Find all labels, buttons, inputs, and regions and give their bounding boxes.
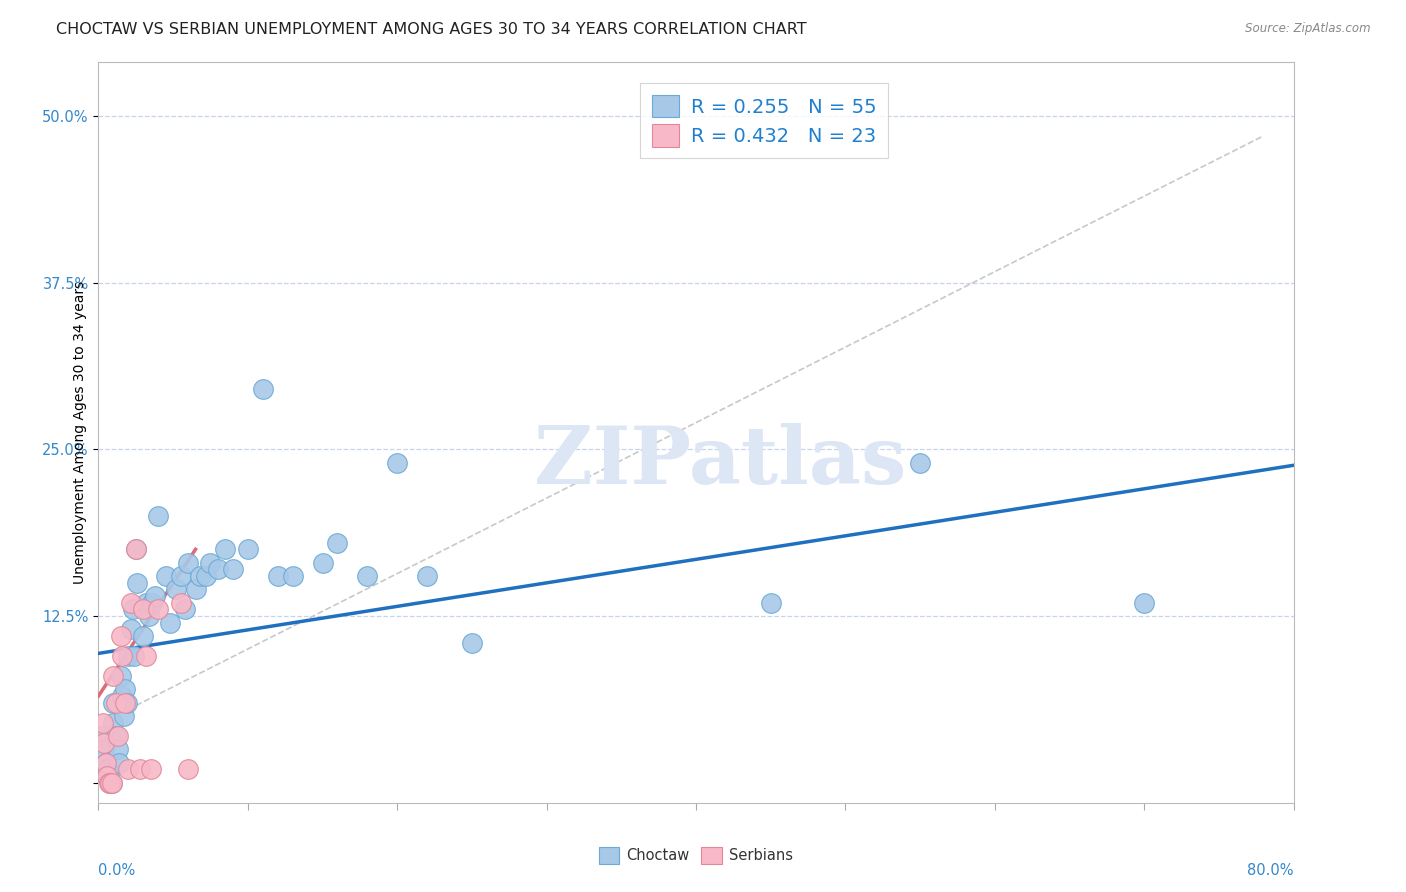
Point [112,709,135,723]
Point [105,696,128,710]
Point [129,763,152,777]
Point [143,589,166,603]
Point [759,596,782,610]
Point [124,648,146,663]
Point [311,556,333,570]
Point [169,569,191,583]
Point [97,776,120,790]
Point [101,776,124,790]
Point [236,542,259,557]
Point [115,696,138,710]
Point [97,769,120,783]
Point [132,602,155,616]
Point [91,715,114,730]
Point [159,615,181,630]
Point [195,569,218,583]
Point [214,542,236,557]
Point [103,669,125,683]
Point [103,715,125,730]
Point [169,596,191,610]
Text: ZIPatlas: ZIPatlas [534,423,905,501]
Point [103,696,125,710]
Point [120,623,142,637]
Point [96,769,118,783]
Point [98,776,122,790]
Point [148,602,170,616]
Point [356,569,378,583]
Point [121,602,143,616]
Point [132,629,155,643]
Point [281,569,304,583]
Point [110,669,132,683]
Point [120,596,142,610]
Text: 80.0%: 80.0% [1247,863,1294,878]
Point [177,763,200,777]
Point [135,596,157,610]
Point [252,382,274,396]
Point [174,602,197,616]
Point [148,508,170,523]
Point [416,569,439,583]
Point [222,562,245,576]
Point [94,756,117,770]
Point [94,756,117,770]
Point [114,696,136,710]
Text: Source: ZipAtlas.com: Source: ZipAtlas.com [1246,22,1371,36]
Point [125,542,148,557]
Point [107,729,129,743]
Point [105,729,128,743]
Point [110,629,132,643]
Point [114,682,136,697]
Point [200,556,222,570]
Point [177,556,200,570]
Point [155,569,177,583]
Point [96,763,118,777]
Point [117,763,139,777]
Point [91,729,114,743]
Point [461,636,484,650]
Point [908,456,931,470]
Point [93,742,115,756]
Point [108,756,131,770]
Point [111,689,134,703]
Point [93,736,115,750]
Point [138,609,160,624]
Point [1133,596,1156,610]
Point [141,596,163,610]
Point [127,575,149,590]
Point [188,569,211,583]
Text: CHOCTAW VS SERBIAN UNEMPLOYMENT AMONG AGES 30 TO 34 YEARS CORRELATION CHART: CHOCTAW VS SERBIAN UNEMPLOYMENT AMONG AG… [56,22,807,37]
Point [184,582,207,597]
Point [139,763,162,777]
Point [135,648,157,663]
Point [165,582,187,597]
Point [326,535,349,549]
Point [385,456,409,470]
Legend: Choctaw, Serbians: Choctaw, Serbians [593,841,799,870]
Point [125,542,148,557]
Point [98,776,122,790]
Y-axis label: Unemployment Among Ages 30 to 34 years: Unemployment Among Ages 30 to 34 years [73,281,87,584]
Text: 0.0%: 0.0% [98,863,135,878]
Point [101,776,124,790]
Point [117,648,139,663]
Point [267,569,290,583]
Point [107,742,129,756]
Point [111,648,134,663]
Point [207,562,229,576]
